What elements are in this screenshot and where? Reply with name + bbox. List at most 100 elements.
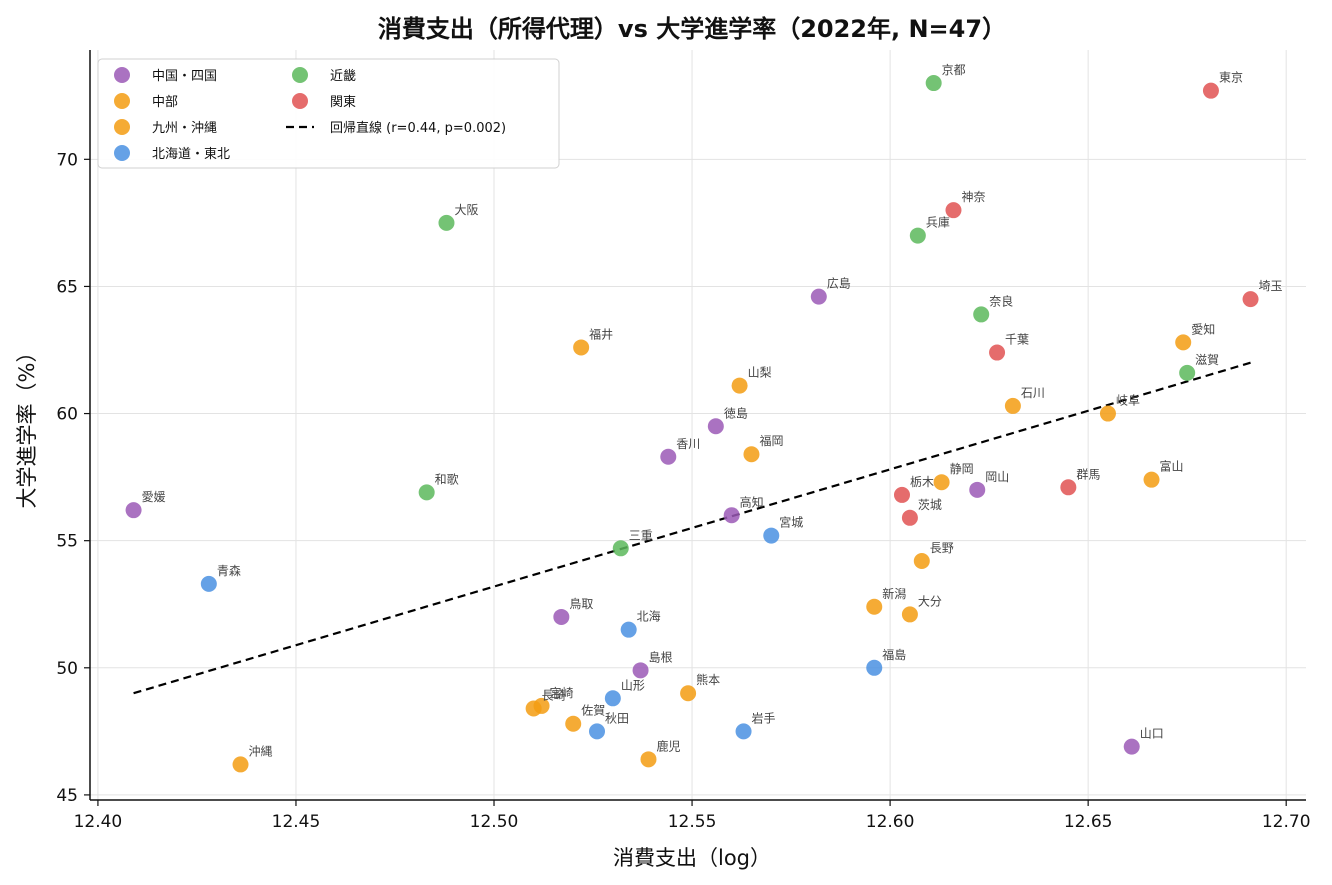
data-point: [763, 527, 780, 544]
point-label: 佐賀: [581, 704, 605, 718]
data-point: [901, 509, 918, 526]
point-label: 神奈: [961, 190, 985, 204]
point-label: 和歌: [435, 471, 459, 486]
point-label: 島根: [649, 649, 673, 664]
legend-marker: [114, 119, 130, 135]
legend-label: 九州・沖縄: [152, 121, 217, 136]
legend-marker: [114, 93, 130, 109]
data-point: [909, 227, 926, 244]
data-point: [438, 214, 455, 231]
legend-label: 回帰直線 (r=0.44, p=0.002): [330, 120, 506, 136]
y-tick-label: 50: [56, 659, 78, 679]
data-point: [810, 288, 827, 305]
point-label: 石川: [1021, 386, 1045, 400]
x-tick-label: 12.45: [272, 812, 321, 832]
x-tick-label: 12.50: [470, 812, 519, 832]
data-point: [1123, 738, 1140, 755]
point-label: 沖縄: [249, 743, 273, 758]
point-label: 岐阜: [1116, 394, 1140, 408]
x-tick-label: 12.65: [1064, 812, 1113, 832]
point-label: 千葉: [1005, 333, 1029, 347]
data-point: [866, 598, 883, 615]
data-point: [735, 723, 752, 740]
data-point: [1099, 405, 1116, 422]
y-tick-label: 65: [56, 277, 78, 297]
legend-label: 関東: [330, 94, 356, 110]
point-label: 山梨: [748, 366, 772, 380]
data-point: [553, 608, 570, 625]
data-point: [660, 448, 677, 465]
tick-labels: 12.40 12.45 12.50 12.55 12.60 12.65 12.70 45 50 5…: [56, 150, 1310, 832]
point-label: 香川: [676, 437, 700, 451]
point-label: 大分: [918, 594, 942, 608]
point-label: 新潟: [882, 586, 906, 601]
data-point: [723, 507, 740, 524]
point-label: 埼玉: [1259, 279, 1283, 293]
data-point: [640, 751, 657, 768]
data-point: [945, 202, 962, 219]
point-label: 京都: [942, 63, 966, 77]
legend-label: 中部: [152, 95, 178, 110]
point-label: 山形: [621, 678, 645, 692]
data-point: [893, 486, 910, 503]
point-label: 熊本: [696, 672, 720, 687]
data-point: [200, 575, 217, 592]
point-label: 鳥取: [569, 596, 593, 611]
grid-lines: [90, 50, 1306, 800]
data-point: [913, 553, 930, 570]
data-point: [573, 339, 590, 356]
point-label: 岡山: [985, 470, 1009, 484]
point-label: 長野: [930, 541, 954, 555]
point-label: 愛媛: [142, 490, 166, 504]
legend-label: 近畿: [330, 69, 356, 84]
data-point: [1175, 334, 1192, 351]
point-label: 広島: [827, 276, 851, 291]
point-label: 宮城: [779, 515, 803, 530]
legend-label: 北海道・東北: [152, 146, 230, 162]
point-label: 徳島: [724, 405, 748, 420]
data-point: [612, 540, 629, 557]
data-point: [604, 690, 621, 707]
data-point: [1202, 82, 1219, 99]
data-point: [1143, 471, 1160, 488]
point-label: 奈良: [989, 293, 1013, 308]
x-tick-label: 12.55: [668, 812, 717, 832]
data-point: [1060, 479, 1077, 496]
legend-box: [97, 58, 560, 169]
data-point: [565, 715, 582, 732]
axes: [89, 50, 1306, 801]
x-axis-label: 消費支出（log）: [613, 846, 771, 870]
point-label: 岩手: [752, 710, 776, 725]
legend-label: 中国・四国: [152, 69, 217, 84]
legend-marker: [114, 67, 130, 83]
point-label: 東京: [1219, 71, 1243, 85]
point-label: 山口: [1140, 727, 1164, 741]
point-label: 群馬: [1076, 467, 1100, 481]
data-point: [731, 377, 748, 394]
point-label: 北海: [637, 609, 661, 624]
y-tick-label: 45: [56, 786, 78, 806]
point-label: 滋賀: [1195, 353, 1219, 367]
point-label: 福島: [882, 647, 906, 662]
y-tick-label: 70: [56, 150, 78, 170]
point-label: 兵庫: [926, 216, 950, 230]
y-tick-label: 60: [56, 405, 78, 425]
point-label: 愛知: [1191, 322, 1215, 336]
data-point: [1179, 364, 1196, 381]
point-label: 富山: [1160, 459, 1184, 474]
legend-marker: [114, 145, 130, 161]
data-point: [125, 502, 142, 519]
legend-marker: [292, 67, 308, 83]
y-tick-label: 55: [56, 532, 78, 552]
data-point: [973, 306, 990, 323]
x-tick-label: 12.70: [1262, 812, 1311, 832]
point-label: 青森: [217, 563, 241, 578]
data-point: [1242, 291, 1259, 308]
x-tick-label: 12.60: [866, 812, 915, 832]
point-label: 栃木: [910, 475, 934, 489]
data-point: [866, 659, 883, 676]
point-label: 茨城: [918, 498, 942, 512]
